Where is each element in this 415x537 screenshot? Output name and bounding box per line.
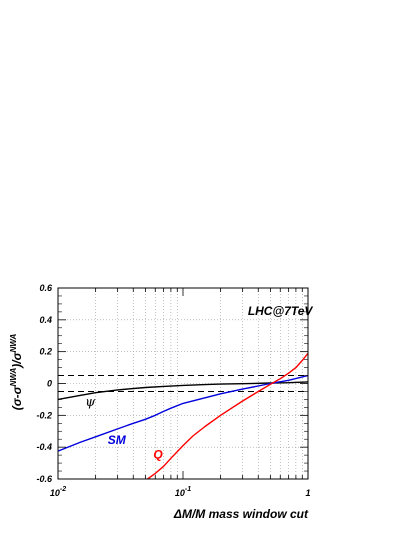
y-axis-title: (σ-σNWA)/σNWA bbox=[9, 334, 24, 411]
y-tick-label: 0.2 bbox=[39, 347, 52, 357]
annotations: LHC@7TeV ψ SM Q bbox=[85, 304, 313, 461]
annotation-LHC@7TeV: LHC@7TeV bbox=[248, 304, 314, 318]
data-series bbox=[58, 352, 308, 479]
x-axis-title: ΔM/M mass window cut bbox=[173, 507, 309, 521]
series-line-Q bbox=[147, 352, 308, 479]
y-title-part-mid: )/σ bbox=[10, 351, 24, 369]
x-tick-label: 10-2 bbox=[50, 486, 66, 498]
y-title-part-open: (σ-σ bbox=[10, 385, 24, 410]
y-title-sup-1: NWA bbox=[9, 367, 18, 386]
series-line-SM bbox=[58, 374, 308, 452]
y-title-sup-2: NWA bbox=[9, 334, 18, 353]
x-tick-label: 10-1 bbox=[175, 486, 191, 498]
axis-ticks bbox=[57, 287, 308, 480]
reference-lines bbox=[58, 375, 308, 392]
y-tick-label: -0.4 bbox=[36, 442, 52, 452]
y-tick-label: 0 bbox=[47, 379, 52, 389]
y-tick-label: -0.6 bbox=[36, 474, 53, 484]
y-tick-label: 0.6 bbox=[39, 283, 53, 293]
y-tick-label: 0.4 bbox=[39, 315, 52, 325]
tick-labels: -0.6 -0.4 -0.2 0 0.2 0.4 0.6 10-2 10-1 1 bbox=[36, 283, 310, 498]
annotation-ψ: ψ bbox=[85, 395, 96, 410]
annotation-Q: Q bbox=[153, 447, 163, 461]
y-tick-label: -0.2 bbox=[36, 410, 52, 420]
annotation-SM: SM bbox=[108, 433, 127, 447]
x-tick-label: 1 bbox=[305, 488, 310, 498]
